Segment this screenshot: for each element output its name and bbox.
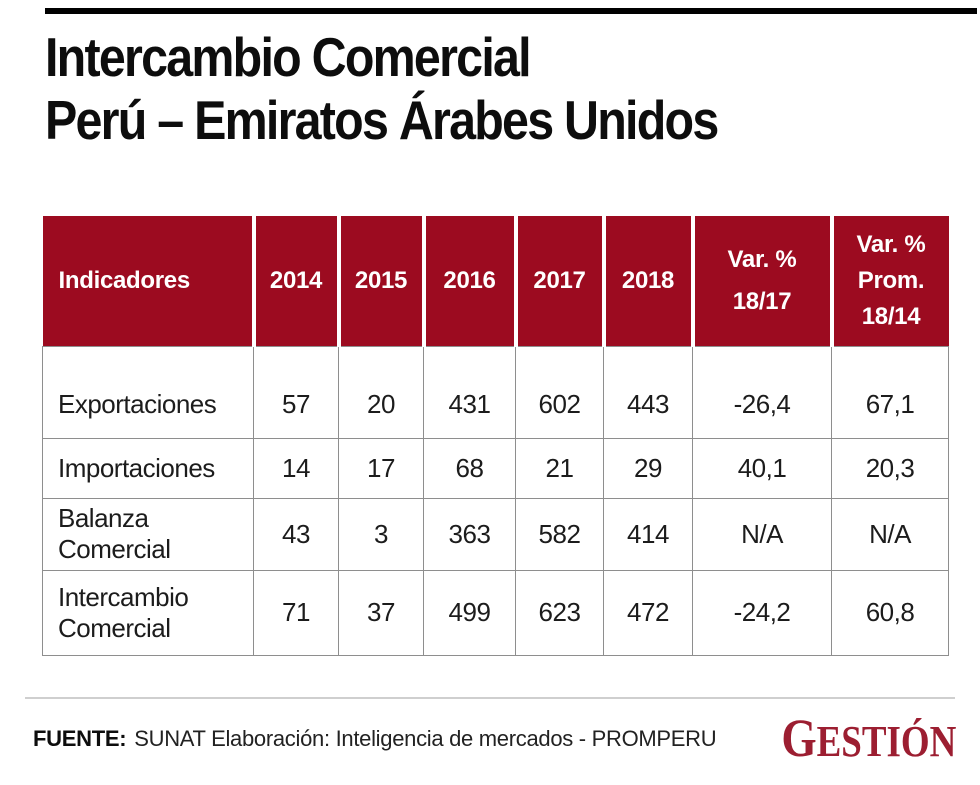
table-row-intercambio-comercial: Intercambio Comercial 71 37 499 623 472 …: [42, 569, 949, 656]
cell-value: 20: [338, 345, 424, 439]
cell-value: 57: [253, 345, 339, 439]
header-2014: 2014: [251, 216, 339, 346]
source-text: SUNAT Elaboración: Inteligencia de merca…: [134, 726, 717, 751]
source-label: FUENTE:: [33, 726, 127, 751]
row-label: Exportaciones: [42, 345, 254, 439]
top-rule: [45, 8, 977, 14]
cell-value: 363: [423, 497, 516, 571]
cell-value: 71: [253, 569, 339, 656]
cell-value: -26,4: [692, 345, 832, 439]
cell-value: 472: [603, 569, 693, 656]
row-label: Importaciones: [42, 437, 254, 499]
cell-value: 60,8: [831, 569, 949, 656]
gestion-logo-rest: ESTIÓN: [816, 717, 956, 766]
page-title: Intercambio Comercial Perú – Emiratos Ár…: [45, 26, 719, 152]
cell-value: N/A: [831, 497, 949, 571]
source-line: FUENTE: SUNAT Elaboración: Inteligencia d…: [33, 726, 717, 752]
cell-value: 29: [603, 437, 693, 499]
cell-value: 3: [338, 497, 424, 571]
cell-value: 37: [338, 569, 424, 656]
table-row-balanza-comercial: Balanza Comercial 43 3 363 582 414 N/A N…: [42, 497, 949, 571]
table-header-row: Indicadores 2014 2015 2016 2017 2018 Var…: [42, 216, 949, 346]
cell-value: 499: [423, 569, 516, 656]
cell-value: 21: [515, 437, 604, 499]
header-var-18-17: Var. % 18/17: [690, 216, 832, 346]
trade-table: Indicadores 2014 2015 2016 2017 2018 Var…: [42, 216, 949, 656]
cell-value: 17: [338, 437, 424, 499]
cell-value: 43: [253, 497, 339, 571]
cell-value: 623: [515, 569, 604, 656]
gestion-logo: GESTIÓN: [781, 711, 956, 769]
cell-value: 443: [603, 345, 693, 439]
header-2015: 2015: [336, 216, 424, 346]
header-2017: 2017: [513, 216, 604, 346]
cell-value: N/A: [692, 497, 832, 571]
cell-value: -24,2: [692, 569, 832, 656]
header-2016: 2016: [421, 216, 516, 346]
page-title-line2: Perú – Emiratos Árabes Unidos: [45, 89, 719, 151]
cell-value: 40,1: [692, 437, 832, 499]
row-label: Balanza Comercial: [42, 497, 254, 571]
header-2018: 2018: [601, 216, 693, 346]
cell-value: 582: [515, 497, 604, 571]
table-row-exportaciones: Exportaciones 57 20 431 602 443 -26,4 67…: [42, 345, 949, 439]
cell-value: 14: [253, 437, 339, 499]
row-label: Intercambio Comercial: [42, 569, 254, 656]
cell-value: 20,3: [831, 437, 949, 499]
page-title-line1: Intercambio Comercial: [45, 26, 532, 88]
cell-value: 67,1: [831, 345, 949, 439]
header-indicadores: Indicadores: [42, 216, 254, 346]
table-row-importaciones: Importaciones 14 17 68 21 29 40,1 20,3: [42, 437, 949, 499]
header-var-prom-18-14: Var. % Prom. 18/14: [829, 216, 949, 346]
cell-value: 68: [423, 437, 516, 499]
cell-value: 431: [423, 345, 516, 439]
cell-value: 414: [603, 497, 693, 571]
footer-divider: [25, 697, 955, 699]
gestion-logo-initial: G: [781, 708, 817, 768]
cell-value: 602: [515, 345, 604, 439]
